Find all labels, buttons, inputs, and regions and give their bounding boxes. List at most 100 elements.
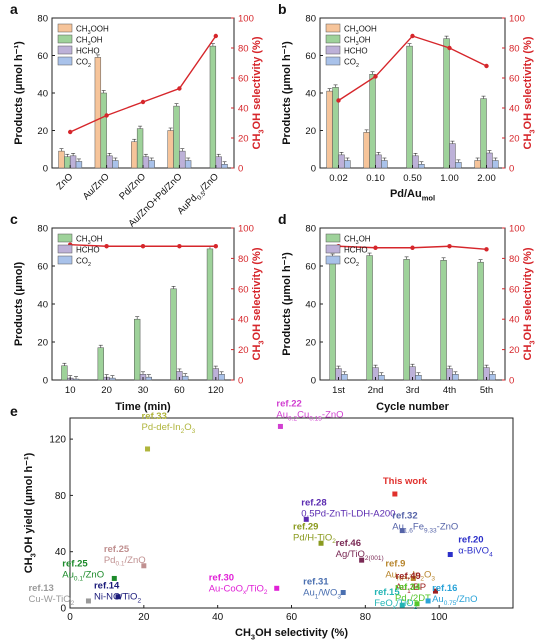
y-right-tick-label: 0 xyxy=(509,164,514,175)
text-segment: Cu-W-TiO xyxy=(28,594,70,605)
point-material-label: Pd-def-In2O3 xyxy=(142,422,196,435)
y-right-tick-label: 20 xyxy=(509,134,520,145)
text-segment: Au xyxy=(392,522,404,533)
scatter-point xyxy=(432,588,438,594)
legend-swatch xyxy=(325,56,341,66)
point-ref-label: ref.20 xyxy=(458,535,483,546)
bar-co2 xyxy=(75,161,83,169)
text-segment: 2 xyxy=(137,598,141,605)
text-segment: /WO xyxy=(318,588,337,599)
point-material-label: Ni-NC/TiO2 xyxy=(94,592,141,605)
text-segment: 1.6 xyxy=(404,527,413,534)
y-axis-title: Products (μmol h⁻¹) xyxy=(13,41,25,145)
selectivity-point xyxy=(410,33,415,39)
selectivity-point xyxy=(447,45,452,51)
bar-hcho xyxy=(449,143,456,169)
text-segment: OOH xyxy=(91,25,109,34)
text-segment: HCHO xyxy=(344,47,368,56)
y-tick-label: 20 xyxy=(37,126,48,137)
legend-swatch xyxy=(57,34,73,44)
text-segment: α-BiVO xyxy=(458,546,489,557)
bar-ch3ooh xyxy=(326,90,333,169)
y-axis-title: Products (μmol) xyxy=(13,261,25,346)
bar-hcho xyxy=(486,152,493,169)
legend-label: CO2 xyxy=(344,58,359,69)
y-right-axis-title: CH3OH selectivity (%) xyxy=(251,247,265,360)
y-tick-label: 0 xyxy=(311,376,316,387)
bar-hcho xyxy=(412,155,419,169)
text-segment: O xyxy=(184,422,191,433)
bar-hcho xyxy=(69,155,77,169)
text-segment: OH yield (μmol h⁻¹) xyxy=(23,452,35,553)
scatter-point xyxy=(359,557,365,563)
y-right-tick-label: 0 xyxy=(238,164,243,175)
point-material-label: Pd/H-TiO2 xyxy=(293,532,336,545)
bar-co2 xyxy=(109,377,116,381)
text-segment: 0.15 xyxy=(309,415,322,422)
text-segment: /2DT xyxy=(410,593,431,604)
text-segment: CH xyxy=(344,36,356,45)
x-tick-label: 30 xyxy=(138,385,149,396)
point-ref-label: ref.31 xyxy=(303,577,329,588)
text-segment: OH selectivity (%) xyxy=(251,247,263,340)
scatter-point xyxy=(410,575,416,581)
text-segment: CH xyxy=(522,134,534,150)
bar-ch3oh xyxy=(134,318,141,381)
point-material-label: FeOx/TiO2 xyxy=(374,598,417,611)
text-segment: 2(001) xyxy=(365,555,384,562)
text-segment: 0.75 xyxy=(444,600,457,607)
scatter-point xyxy=(145,446,151,452)
y-tick-label: 80 xyxy=(305,224,316,235)
y-tick-label: 20 xyxy=(37,338,48,349)
y-right-tick-label: 40 xyxy=(238,315,249,326)
text-segment: CO xyxy=(76,58,88,67)
legend-label: HCHO xyxy=(344,246,368,255)
point-ref-label: ref.32 xyxy=(392,511,417,522)
y-right-tick-label: 60 xyxy=(509,74,520,85)
text-segment: 3 xyxy=(256,340,265,344)
text-segment: 3 xyxy=(356,240,359,246)
bar-co2 xyxy=(182,375,189,381)
point-ref-label: This work xyxy=(383,476,428,487)
x-axis-title: CH3OH selectivity (%) xyxy=(235,627,348,641)
scatter-point xyxy=(318,540,324,546)
scatter-point xyxy=(414,601,420,607)
y-right-axis-title: CH3OH selectivity (%) xyxy=(522,247,536,360)
panel-b: b 0 20 40 60 80 0 20 40 60 80 100 Products (μmol h⁻¹… xyxy=(278,1,536,202)
panel-letter: a xyxy=(10,1,18,17)
legend-swatch xyxy=(325,255,341,265)
point-material-label: Au0.75/ZnO xyxy=(432,594,477,607)
text-segment: CH xyxy=(23,557,35,573)
x-tick-label: 0.02 xyxy=(329,173,348,184)
bar-ch3oh xyxy=(61,365,68,381)
text-segment: CH xyxy=(344,235,356,244)
text-segment: 3 xyxy=(337,593,341,600)
bar-ch3oh xyxy=(100,92,107,169)
bar-ch3ooh xyxy=(94,57,102,169)
bar-ch3oh xyxy=(443,38,450,169)
text-segment: Pd/ZnO xyxy=(117,171,148,202)
panel-letter: c xyxy=(10,211,18,227)
y-axis-title: Products (μmol h⁻¹) xyxy=(281,41,293,145)
text-segment: Ni-NC/TiO xyxy=(94,592,137,603)
bar-co2 xyxy=(489,374,496,381)
scatter-point xyxy=(115,594,121,600)
y-tick-label: 0 xyxy=(43,164,48,175)
text-segment: 0.1 xyxy=(115,561,124,568)
x-tick-label: Pd/ZnO xyxy=(117,171,148,202)
text-segment: OH xyxy=(91,235,103,244)
point-ref-label: ref.34 xyxy=(395,582,421,593)
text-segment: FeO xyxy=(374,598,392,609)
selectivity-point xyxy=(373,74,378,79)
x-tick-label: 120 xyxy=(208,385,224,396)
bar-ch3oh xyxy=(366,255,373,381)
plot-frame xyxy=(69,417,514,609)
legend-label: CO2 xyxy=(344,257,359,268)
scatter-point xyxy=(447,552,453,558)
scatter-point xyxy=(399,602,405,608)
text-segment: HCHO xyxy=(76,246,100,255)
text-segment: 3 xyxy=(431,575,435,582)
point-material-label: Au1.6Fe9.33-ZnO xyxy=(392,522,458,535)
text-segment: 0.1 xyxy=(74,575,83,582)
